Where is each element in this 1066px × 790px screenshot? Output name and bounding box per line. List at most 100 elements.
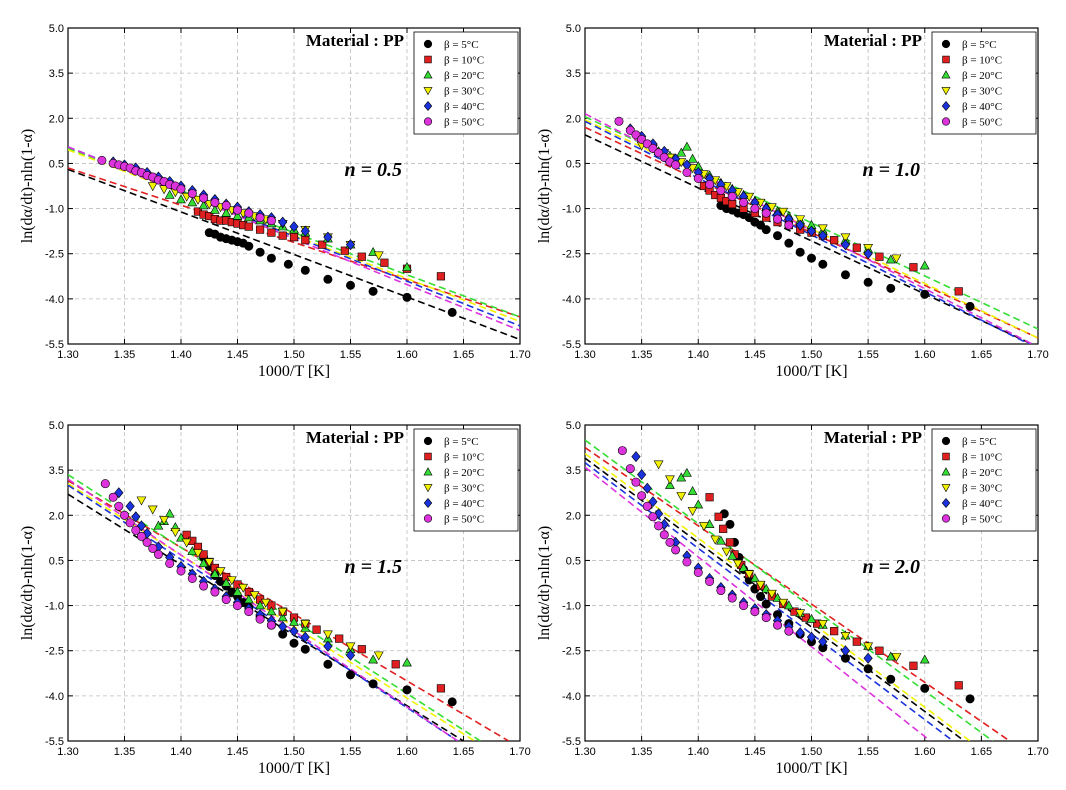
legend: β = 5°C β = 10°C β = 20°C β = 30°C β = 40°C β… xyxy=(413,31,519,135)
fit-line xyxy=(585,466,931,741)
data-point xyxy=(721,547,732,557)
x-tick-label: 1.50 xyxy=(283,349,304,361)
legend-marker xyxy=(423,87,433,96)
data-point xyxy=(357,252,366,261)
data-point xyxy=(795,609,806,619)
data-point xyxy=(875,252,884,261)
data-point xyxy=(659,530,669,540)
data-point xyxy=(153,520,164,530)
data-point xyxy=(755,580,766,590)
data-point xyxy=(891,653,902,662)
data-point xyxy=(153,549,163,559)
legend-marker xyxy=(424,452,432,461)
data-point xyxy=(719,524,728,533)
legend-label: β = 5°C xyxy=(962,436,997,448)
x-tick-label: 1.60 xyxy=(914,746,935,758)
y-tick-label: 2.0 xyxy=(49,113,64,125)
material-title: Material : PP xyxy=(306,428,404,447)
legend-marker xyxy=(941,117,951,126)
data-point xyxy=(345,642,356,652)
x-tick-label: 1.70 xyxy=(1027,349,1048,361)
data-point xyxy=(705,576,715,586)
x-tick-label: 1.40 xyxy=(688,349,709,361)
fit-line xyxy=(585,134,1034,344)
y-tick-label: -4.0 xyxy=(562,691,581,703)
data-point xyxy=(256,225,265,234)
x-tick-label: 1.65 xyxy=(971,746,992,758)
data-point xyxy=(120,510,130,520)
data-point xyxy=(909,661,918,670)
data-point xyxy=(345,280,355,290)
data-point xyxy=(373,251,384,261)
data-point xyxy=(233,601,243,611)
legend-label: β = 30°C xyxy=(962,483,1002,495)
data-point xyxy=(368,679,378,689)
data-point xyxy=(209,568,220,578)
data-point xyxy=(817,619,828,629)
data-point xyxy=(875,646,884,655)
data-point xyxy=(232,586,243,596)
data-point xyxy=(920,289,930,299)
x-tick-label: 1.40 xyxy=(170,349,191,361)
data-point xyxy=(391,660,400,669)
legend-marker xyxy=(423,514,433,523)
data-point xyxy=(687,507,698,517)
data-point xyxy=(863,277,873,287)
n-annotation: n = 0.5 xyxy=(344,159,402,181)
data-point xyxy=(761,599,771,609)
data-point xyxy=(671,160,681,170)
data-point xyxy=(165,558,175,568)
y-tick-label: 5.0 xyxy=(49,23,64,35)
data-point xyxy=(345,670,355,680)
data-point xyxy=(187,573,197,583)
data-point xyxy=(322,630,333,640)
legend-label: β = 5°C xyxy=(444,39,479,51)
x-tick-label: 1.70 xyxy=(509,349,530,361)
data-point xyxy=(784,238,794,248)
data-point xyxy=(340,246,349,255)
data-point xyxy=(187,189,197,199)
grid xyxy=(68,28,520,344)
data-point xyxy=(919,654,930,664)
data-point xyxy=(648,496,658,508)
legend-label: β = 50°C xyxy=(962,514,1002,526)
data-point xyxy=(255,600,266,610)
legend: β = 5°C β = 10°C β = 20°C β = 30°C β = 40°C β… xyxy=(413,428,519,532)
data-point xyxy=(244,607,254,617)
data-point xyxy=(648,512,658,522)
data-point xyxy=(886,674,896,684)
data-point xyxy=(255,614,265,624)
data-point xyxy=(749,573,760,583)
data-point xyxy=(380,258,389,267)
x-tick-label: 1.30 xyxy=(57,746,78,758)
data-point xyxy=(795,627,805,639)
data-point xyxy=(233,205,243,215)
legend-label: β = 30°C xyxy=(444,86,484,98)
data-point xyxy=(199,193,209,203)
data-point xyxy=(238,583,249,593)
x-tick-label: 1.30 xyxy=(57,349,78,361)
y-tick-label: -5.5 xyxy=(562,736,581,748)
legend-label: β = 20°C xyxy=(444,467,484,479)
series xyxy=(100,479,276,630)
data-point xyxy=(289,625,299,637)
chart-panel-top-left: 1.30 1.35 1.40 1.45 1.50 1.55 1.60 1.65 1.70 5.0 3… xyxy=(19,23,531,380)
data-point xyxy=(728,199,737,209)
fit-line xyxy=(68,168,520,341)
series xyxy=(204,228,457,317)
legend-marker xyxy=(941,436,951,446)
y-tick-label: 0.5 xyxy=(566,158,581,170)
n-annotation: n = 2.0 xyxy=(862,556,920,578)
data-point xyxy=(402,685,412,695)
data-point xyxy=(209,204,220,214)
data-point xyxy=(795,247,805,257)
data-point xyxy=(965,694,975,704)
data-point xyxy=(373,651,384,661)
x-tick-label: 1.40 xyxy=(688,746,709,758)
legend-label: β = 10°C xyxy=(444,452,484,464)
data-point xyxy=(182,530,191,539)
data-point xyxy=(863,652,873,664)
y-tick-label: 3.5 xyxy=(566,465,581,477)
data-point xyxy=(300,225,310,237)
data-point xyxy=(368,286,378,296)
